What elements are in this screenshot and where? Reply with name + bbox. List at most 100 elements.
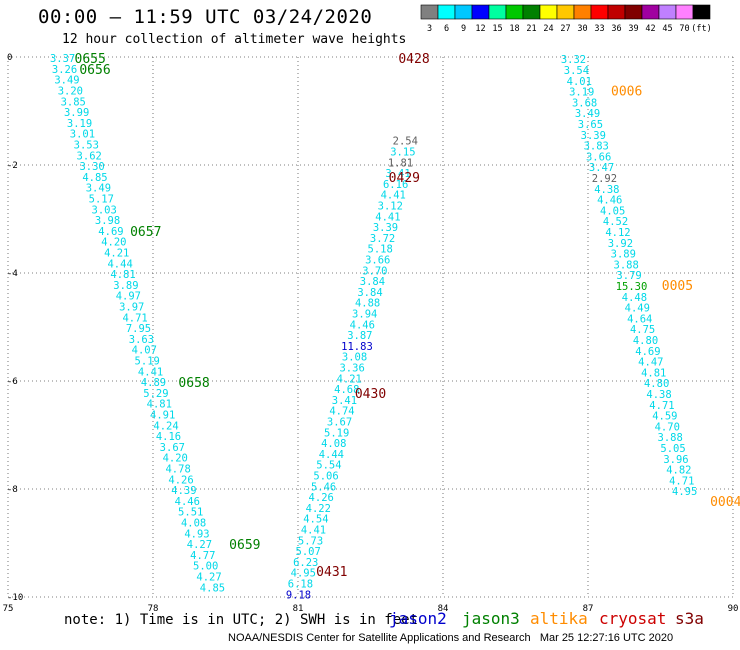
- colorbar-label: 9: [461, 24, 466, 34]
- wave-height-point: 4.77: [190, 550, 215, 562]
- wave-height-point: 4.88: [355, 298, 380, 310]
- wave-height-point: 4.27: [187, 539, 212, 551]
- wave-height-point: 4.41: [375, 211, 400, 223]
- wave-height-point: 3.88: [614, 259, 639, 271]
- wave-height-point: 3.49: [86, 183, 111, 195]
- wave-height-point: 5.19: [135, 355, 160, 367]
- wave-height-point: 4.80: [633, 335, 658, 347]
- wave-height-point: 5.19: [324, 427, 349, 439]
- legend-jason2: jason2: [389, 609, 447, 628]
- wave-height-point: 3.65: [578, 119, 603, 131]
- pass-time-label: 0658: [178, 376, 209, 391]
- wave-height-point: 3.98: [95, 215, 120, 227]
- wave-height-point: 3.54: [564, 65, 589, 77]
- wave-height-point: 4.64: [627, 313, 652, 325]
- wave-height-point: 4.21: [104, 247, 129, 259]
- colorbar-label: 24: [543, 24, 553, 34]
- colorbar-label: 27: [560, 24, 570, 34]
- wave-height-point: 3.30: [79, 161, 104, 173]
- wave-height-point: 3.19: [67, 118, 92, 130]
- wave-height-point: 4.81: [641, 367, 666, 379]
- legend-altika: altika: [530, 609, 588, 628]
- wave-height-point: 4.97: [116, 291, 141, 303]
- wave-height-point: 4.82: [666, 465, 691, 477]
- y-tick-label: -4: [7, 269, 18, 279]
- pass-time-label: 0656: [79, 63, 110, 78]
- wave-height-point: 4.71: [122, 312, 147, 324]
- colorbar-label: 15: [492, 24, 502, 34]
- wave-height-point: 9.18: [286, 589, 311, 601]
- wave-height-point: 4.91: [150, 409, 175, 421]
- wave-height-point: 15.30: [616, 281, 648, 293]
- wave-height-point: 3.89: [113, 280, 138, 292]
- chart-subtitle: 12 hour collection of altimeter wave hei…: [62, 32, 407, 47]
- wave-height-point: 3.20: [58, 85, 83, 97]
- wave-height-point: 4.41: [381, 190, 406, 202]
- wave-height-point: 3.08: [342, 352, 367, 364]
- wave-height-point: 3.94: [352, 309, 377, 321]
- wave-height-point: 5.54: [316, 460, 341, 472]
- pass-time-label: 0429: [389, 171, 420, 186]
- wave-height-point: 4.75: [630, 324, 655, 336]
- wave-height-point: 4.52: [603, 216, 628, 228]
- wave-height-point: 4.20: [163, 453, 188, 465]
- wave-height-point: 5.73: [298, 535, 323, 547]
- wave-height-point: 1.81: [388, 157, 413, 169]
- wave-height-point: 3.83: [584, 141, 609, 153]
- wave-height-point: 4.68: [334, 384, 359, 396]
- y-tick-label: 0: [7, 53, 12, 63]
- wave-height-point: 4.38: [594, 184, 619, 196]
- wave-height-point: 4.07: [132, 345, 157, 357]
- wave-height-point: 4.48: [622, 292, 647, 304]
- wave-height-point: 3.53: [74, 139, 99, 151]
- footer-credit: NOAA/NESDIS Center for Satellite Applica…: [228, 632, 674, 644]
- wave-height-point: 4.01: [567, 76, 592, 88]
- wave-height-point: 5.05: [660, 443, 685, 455]
- wave-height-point: 4.71: [669, 475, 694, 487]
- pass-time-label: 0655: [75, 52, 106, 67]
- wave-height-point: 3.97: [119, 301, 144, 313]
- wave-height-point: 3.84: [360, 276, 385, 288]
- wave-height-point: 4.46: [350, 319, 375, 331]
- wave-height-point: 3.96: [663, 454, 688, 466]
- wave-height-point: 3.67: [160, 442, 185, 454]
- wave-height-point: 4.81: [110, 269, 135, 281]
- wave-height-point: 4.39: [171, 485, 196, 497]
- wave-height-point: 4.22: [306, 503, 331, 515]
- wave-height-point: 4.44: [319, 449, 344, 461]
- wave-height-point: 4.46: [597, 195, 622, 207]
- wave-height-point: 3.49: [54, 75, 79, 87]
- wave-height-point: 6.23: [293, 557, 318, 569]
- wave-height-point: 4.85: [82, 172, 107, 184]
- wave-height-point: 2.54: [393, 136, 418, 148]
- wave-height-point: 4.89: [141, 377, 166, 389]
- wave-height-point: 3.03: [92, 204, 117, 216]
- wave-height-point: 4.21: [337, 373, 362, 385]
- wave-height-point: 4.54: [303, 514, 328, 526]
- wave-height-point: 7.95: [126, 323, 151, 335]
- x-tick-label: 78: [148, 604, 159, 614]
- wave-height-point: 2.92: [592, 173, 617, 185]
- x-tick-label: 81: [293, 604, 304, 614]
- legend-s3a: s3a: [675, 609, 704, 628]
- wave-height-point: 3.66: [586, 151, 611, 163]
- wave-height-point: 3.37: [50, 53, 75, 65]
- colorbar-label: 45: [662, 24, 672, 34]
- wave-height-point: 3.32: [561, 54, 586, 66]
- colorbar-label: 6: [444, 24, 449, 34]
- wave-height-point: 4.49: [625, 303, 650, 315]
- wave-height-point: 4.69: [635, 346, 660, 358]
- colorbar-label: 30: [577, 24, 587, 34]
- wave-height-point: 4.80: [644, 378, 669, 390]
- pass-time-label: 0004: [710, 495, 740, 510]
- wave-height-point: 4.74: [329, 406, 354, 418]
- wave-height-point: 4.41: [138, 366, 163, 378]
- wave-height-point: 5.46: [311, 481, 336, 493]
- wave-height-point: 5.00: [193, 561, 218, 573]
- wave-height-point: 3.63: [129, 334, 154, 346]
- wave-height-point: 3.12: [378, 201, 403, 213]
- x-tick-label: 75: [3, 604, 14, 614]
- wave-height-point: 4.78: [165, 463, 190, 475]
- wave-height-point: 4.26: [168, 474, 193, 486]
- colorbar-label: (ft): [691, 24, 711, 34]
